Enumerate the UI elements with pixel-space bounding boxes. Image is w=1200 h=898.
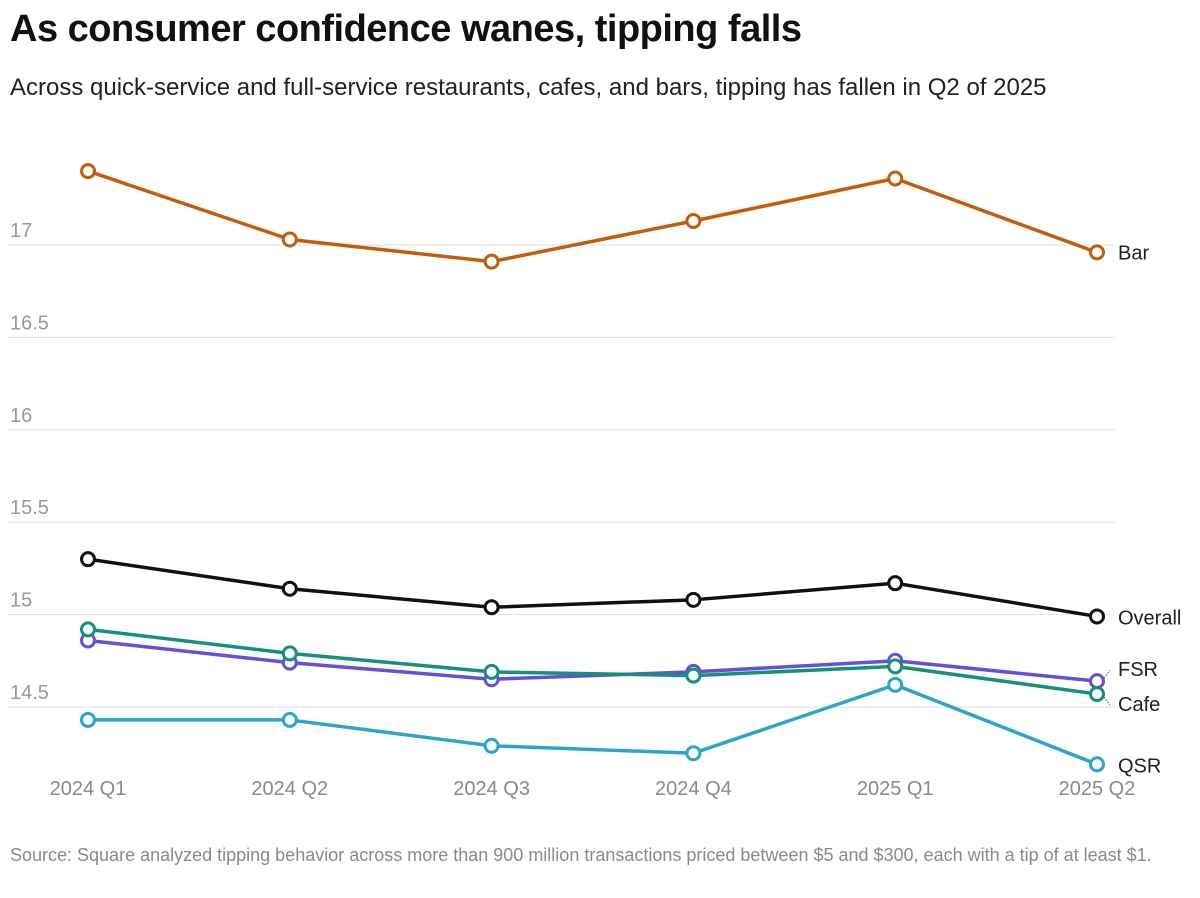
gridlines [8, 244, 1115, 708]
data-point [483, 737, 500, 754]
data-point [887, 658, 904, 675]
series-overall [80, 551, 1105, 625]
data-point [80, 551, 96, 568]
series-line [88, 683, 1098, 766]
label-leader [1103, 669, 1111, 679]
data-point [281, 231, 298, 248]
data-point [887, 575, 904, 592]
data-point [887, 676, 904, 693]
series-line [87, 169, 1098, 264]
y-axis-ticks: 14.5 15 15.5 16 16.5 17 [10, 220, 49, 704]
series-fsr [80, 632, 1105, 690]
data-point [685, 591, 702, 608]
series-label: FSR [1118, 659, 1158, 681]
data-point [483, 663, 500, 680]
x-tick-label: 2024 Q3 [453, 778, 530, 800]
y-tick-label: 15.5 [10, 497, 49, 519]
data-point [483, 253, 500, 270]
series-line [87, 627, 1098, 696]
series-label: Cafe [1118, 694, 1160, 716]
x-tick-label: 2024 Q4 [655, 778, 732, 800]
data-point [80, 163, 96, 180]
x-tick-label: 2025 Q2 [1059, 778, 1136, 800]
data-point [1089, 756, 1105, 773]
x-tick-label: 2024 Q2 [251, 778, 328, 800]
series-labels: Bar Overall FSR Cafe QSR [1103, 242, 1181, 777]
y-tick-label: 14.5 [10, 682, 49, 704]
y-tick-label: 16.5 [10, 312, 49, 334]
series-label: Overall [1118, 607, 1181, 629]
data-point [1089, 608, 1105, 625]
label-leader [1103, 696, 1111, 706]
series-label: QSR [1118, 755, 1161, 777]
series-qsr [80, 676, 1105, 773]
data-point [685, 212, 702, 229]
x-axis-ticks: 2024 Q1 2024 Q2 2024 Q3 2024 Q4 2025 Q1 2025 … [50, 778, 1136, 800]
y-tick-label: 17 [10, 220, 32, 242]
data-point [281, 580, 298, 597]
series-line [87, 638, 1098, 683]
data-point [1089, 686, 1105, 703]
series-cafe [80, 621, 1105, 703]
data-point [80, 711, 96, 728]
x-tick-label: 2025 Q1 [857, 778, 934, 800]
data-point [281, 711, 298, 728]
data-point [80, 621, 96, 638]
series-lines [80, 163, 1105, 773]
series-line [87, 557, 1098, 619]
chart-title: As consumer confidence wanes, tipping fa… [10, 8, 802, 50]
data-point [281, 645, 298, 662]
series-bar [80, 163, 1105, 270]
data-point [887, 170, 904, 187]
data-point [1089, 673, 1105, 690]
data-point [685, 667, 702, 684]
data-point [1089, 244, 1105, 261]
x-tick-label: 2024 Q1 [50, 778, 127, 800]
data-point [685, 745, 702, 762]
chart-subtitle: Across quick-service and full-service re… [10, 74, 1047, 101]
y-tick-label: 16 [10, 405, 32, 427]
series-label: Bar [1118, 242, 1149, 264]
source-note: Source: Square analyzed tipping behavior… [10, 845, 1152, 865]
data-point [483, 599, 500, 616]
y-tick-label: 15 [10, 590, 32, 612]
